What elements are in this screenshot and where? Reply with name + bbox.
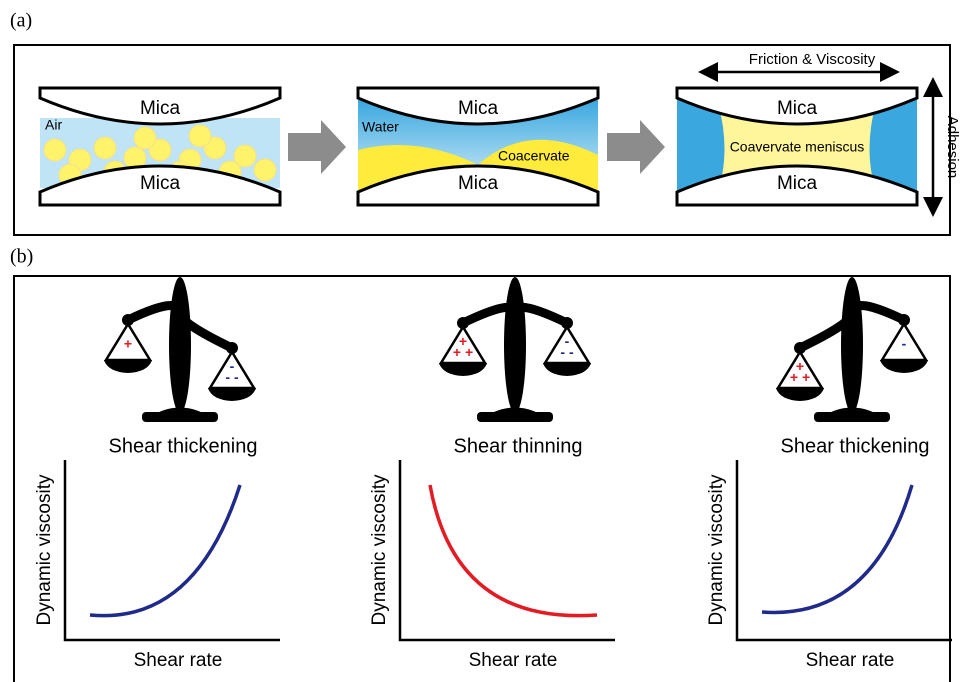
mica-label: Mica — [777, 173, 818, 194]
mica-label: Mica — [140, 98, 181, 119]
charge: - - — [560, 344, 574, 360]
scale-post — [169, 277, 191, 413]
viscosity-curve — [90, 485, 240, 616]
mica-label: Mica — [777, 98, 818, 119]
axes — [65, 460, 280, 640]
coacervate-droplet — [254, 159, 276, 181]
plot-title: Shear thinning — [454, 435, 583, 457]
y-axis-label: Dynamic viscosity — [369, 474, 390, 625]
figure: (a) (b) Mica Mica Air Mica Mica Water Coacerva… — [0, 0, 964, 682]
region-label: Water — [362, 119, 399, 135]
process-arrow — [607, 120, 665, 174]
panel-b-frame — [14, 276, 950, 682]
scale-base — [814, 412, 890, 422]
region-label: Air — [45, 117, 62, 133]
scale-bowl — [880, 360, 928, 373]
x-axis-label: Shear rate — [806, 650, 895, 671]
scale-bowl — [439, 363, 487, 376]
mica-label: Mica — [458, 173, 499, 194]
y-axis-label: Dynamic viscosity — [34, 474, 55, 625]
panel-label: (a) — [10, 10, 32, 32]
region-label: Coavervate meniscus — [730, 139, 865, 155]
adhesion-label: Adhesion — [944, 116, 961, 179]
mica-label: Mica — [458, 98, 499, 119]
charge: + + — [453, 344, 473, 360]
scale-post — [841, 277, 863, 413]
y-axis-label: Dynamic viscosity — [706, 474, 727, 625]
x-axis-label: Shear rate — [134, 650, 223, 671]
x-axis-label: Shear rate — [469, 650, 558, 671]
coacervate-droplet — [44, 139, 66, 161]
content: Mica Mica Air Mica Mica Water Coacervate Mica Mi… — [34, 51, 961, 671]
viscosity-curve — [430, 485, 597, 616]
mica-label: Mica — [140, 173, 181, 194]
plot-title: Shear thickening — [109, 435, 258, 457]
charge: - — [902, 336, 907, 352]
scale-bowl — [208, 388, 256, 401]
friction-label: Friction & Viscosity — [749, 51, 876, 68]
scale-base — [142, 412, 218, 422]
scale-base — [477, 412, 553, 422]
coacervate-droplet — [189, 125, 211, 147]
scale-bowl — [543, 363, 591, 376]
panel-label: (b) — [10, 246, 33, 268]
plot-title: Shear thickening — [781, 435, 930, 457]
viscosity-curve — [762, 485, 912, 612]
charge: + + — [790, 369, 810, 385]
charge: - - — [225, 369, 239, 385]
scale-bowl — [104, 360, 152, 373]
scale-post — [504, 277, 526, 413]
coacervate-droplet — [134, 127, 156, 149]
region-label: Coacervate — [498, 148, 570, 164]
coacervate-droplet — [94, 137, 116, 159]
charge: + — [124, 336, 132, 352]
scale-bowl — [776, 388, 824, 401]
axes — [400, 460, 615, 640]
process-arrow — [288, 120, 346, 174]
